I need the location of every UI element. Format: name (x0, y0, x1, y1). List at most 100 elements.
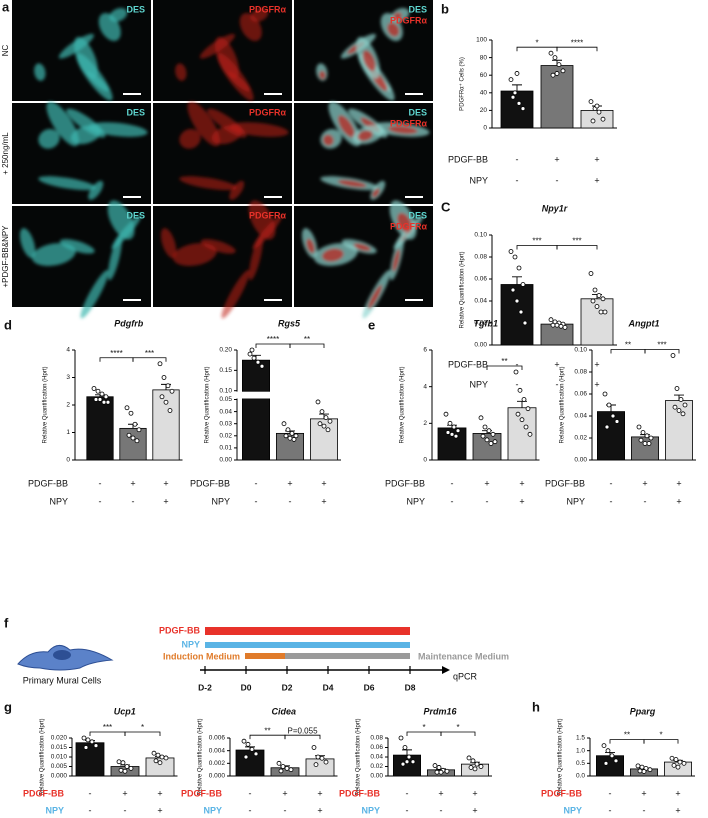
significance-bracket (406, 731, 442, 736)
channel-label: DES (126, 4, 145, 14)
condition-sign: - (609, 788, 612, 798)
bar (305, 758, 335, 777)
significance-label: ** (625, 341, 631, 350)
data-point (122, 768, 128, 774)
data-point (124, 405, 130, 411)
significance-bracket (644, 349, 680, 354)
error-bar (402, 749, 412, 756)
data-point (165, 383, 171, 389)
cell-shape (38, 129, 60, 149)
significance-label: *** (532, 237, 541, 246)
condition-label: NPY (361, 805, 380, 815)
chart-title: Prdm16 (423, 706, 457, 716)
significance-label: * (659, 731, 662, 740)
data-point (609, 753, 615, 759)
data-point (588, 271, 594, 276)
condition-sign: - (451, 496, 454, 506)
condition-label: PDGF-BB (339, 788, 380, 798)
cells (301, 200, 424, 319)
data-point (132, 421, 138, 427)
y-tick-label: 0.08 (574, 369, 587, 376)
data-point (554, 71, 560, 76)
data-point (126, 432, 132, 438)
y-tick-label: 4 (66, 347, 70, 354)
cell-shape (31, 243, 76, 266)
y-tick-label: 0.04 (370, 754, 383, 761)
day-label: D4 (323, 682, 334, 692)
data-point (404, 759, 410, 765)
day-label: D8 (405, 682, 416, 692)
y-axis-label: Relative Quantification (Hprt) (558, 718, 564, 795)
row-label: +PDGF-BB&NPY (1, 225, 10, 288)
data-point (325, 427, 331, 433)
data-point (677, 759, 683, 765)
data-point (159, 394, 165, 400)
y-tick-label: 0.10 (474, 232, 487, 239)
condition-sign: + (519, 496, 524, 506)
data-point (280, 764, 286, 769)
condition-sign: - (255, 496, 258, 506)
significance-bracket (89, 731, 126, 736)
data-point (513, 369, 519, 375)
cell-shape (73, 36, 98, 79)
condition-sign: + (641, 788, 646, 798)
data-point (289, 430, 295, 436)
bar (631, 436, 660, 461)
y-tick-label: 0.0 (576, 773, 585, 780)
y-tick-label: 0.15 (219, 367, 232, 374)
significance-label: *** (572, 237, 581, 246)
y-tick-label: 0.06 (574, 391, 587, 398)
data-point (243, 754, 249, 760)
data-point (327, 418, 333, 424)
y-tick-label: 0.00 (474, 342, 487, 349)
data-point (675, 764, 681, 770)
condition-sign: + (282, 788, 287, 798)
y-axis-label: Relative Quantification (Hprt) (205, 366, 211, 443)
data-point (678, 397, 684, 402)
data-point (596, 109, 602, 115)
data-point (514, 298, 520, 304)
y-tick-label: 0.000 (51, 773, 68, 780)
cell-label: Primary Mural Cells (23, 675, 102, 685)
day-label: D2 (282, 682, 293, 692)
day-label: D6 (364, 682, 375, 692)
data-point (516, 100, 522, 106)
data-point (470, 758, 476, 764)
data-point (288, 767, 294, 773)
endpoint-label: qPCR (453, 671, 478, 681)
data-point (519, 417, 525, 423)
data-point (255, 359, 261, 365)
condition-sign: - (249, 788, 252, 798)
data-point (600, 116, 606, 122)
data-point (89, 739, 95, 745)
condition-label: PDGF-BB (181, 788, 222, 798)
cell-shape (387, 22, 400, 37)
y-tick-label: 60 (480, 72, 488, 79)
data-point (590, 118, 596, 124)
condition-sign: - (610, 478, 613, 488)
condition-label: NPY (469, 175, 488, 185)
y-tick-label: 3 (66, 374, 70, 381)
condition-label: PDGF-BB (545, 478, 585, 488)
data-point (313, 762, 319, 767)
error-bar (517, 400, 527, 408)
data-point (520, 282, 526, 287)
cell-shape (248, 234, 264, 281)
data-point (241, 738, 247, 744)
data-point (245, 741, 251, 747)
data-point (253, 751, 259, 757)
significance-label: * (535, 38, 538, 47)
y-tick-label: 0.05 (219, 396, 232, 403)
condition-label: PDGF-BB (448, 359, 488, 369)
y-tick-label: 0.015 (51, 744, 68, 751)
y-tick-label: 0.004 (209, 747, 226, 754)
cell-shape (393, 12, 403, 21)
data-point (594, 103, 600, 109)
bar-chart: 0.00 0.01 0.02 0.03 0.04 0.05 0.10 0.15 0.20 Rela… (190, 318, 341, 506)
channel-label: PDGFRα (249, 4, 287, 14)
panel-label: C (441, 199, 451, 214)
condition-label: PDGF-BB (541, 788, 582, 798)
data-point (451, 424, 457, 430)
bar (235, 749, 265, 777)
